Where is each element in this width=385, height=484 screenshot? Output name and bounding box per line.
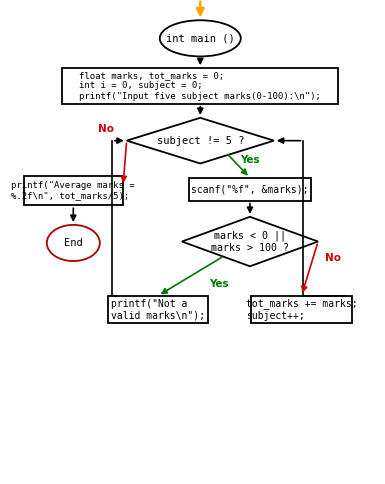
Text: printf("Average marks =
%.2f\n", tot_marks/5);: printf("Average marks = %.2f\n", tot_mar…	[12, 181, 135, 200]
Bar	[23, 176, 123, 205]
Text: scanf("%f", &marks);: scanf("%f", &marks);	[191, 184, 309, 194]
Text: End: End	[64, 238, 83, 248]
Text: subject != 5 ?: subject != 5 ?	[157, 136, 244, 146]
Text: No: No	[325, 253, 341, 263]
Bar	[251, 296, 352, 323]
Text: Yes: Yes	[209, 279, 228, 289]
Bar	[62, 68, 338, 104]
Text: printf("Not a
valid marks\n");: printf("Not a valid marks\n");	[111, 299, 205, 320]
Text: tot_marks += marks;
subject++;: tot_marks += marks; subject++;	[246, 298, 357, 321]
Text: marks < 0 ||
marks > 100 ?: marks < 0 || marks > 100 ?	[211, 230, 289, 253]
Text: int main (): int main ()	[166, 33, 234, 44]
Bar	[108, 296, 208, 323]
Text: Yes: Yes	[240, 155, 260, 165]
Text: No: No	[99, 124, 114, 134]
Bar	[189, 178, 311, 201]
Text: float marks, tot_marks = 0;
int i = 0, subject = 0;
printf("Input five subject m: float marks, tot_marks = 0; int i = 0, s…	[79, 71, 321, 101]
